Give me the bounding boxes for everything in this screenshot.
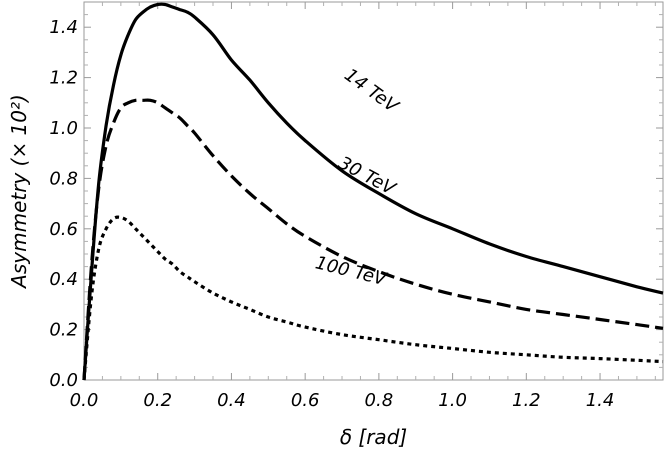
x-tick-label: 0.0 [70,390,99,411]
x-axis-title: δ [rad] [340,425,407,449]
y-tick-label: 0.2 [49,320,78,341]
y-tick-label: 1.2 [49,68,78,89]
curve-label-30tev: 30 TeV [335,153,400,201]
y-tick-label: 1.0 [49,118,78,139]
x-tick-label: 0.2 [143,390,172,411]
y-tick-label: 0.6 [49,219,78,240]
y-tick-label: 1.4 [49,17,78,38]
series-line-14tev [82,2,664,381]
series-line-100tev [82,215,664,381]
y-tick-label: 0.4 [49,269,78,290]
series-line-30tev [82,98,664,381]
x-tick-label: 1.2 [512,390,541,411]
curve-labels: 14 TeV 30 TeV 100 TeV [313,64,403,290]
axes: 0.0 0.2 0.4 0.6 0.8 1.0 1.2 1.4 0.0 0.2 0.4 0.6 0.8 1… [49,1,664,411]
x-tick-label: 0.6 [291,390,320,411]
curve-label-100tev: 100 TeV [313,252,390,290]
x-tick-label: 0.8 [365,390,394,411]
y-tick-label: 0.8 [49,168,78,189]
x-tick-label: 1.0 [438,390,467,411]
curve-label-14tev: 14 TeV [340,64,403,118]
series-group [82,2,664,381]
y-axis-title: Asymmetry (× 10²) [7,94,31,290]
x-tick-label: 0.4 [217,390,246,411]
x-tick-label: 1.4 [586,390,615,411]
y-tick-label: 0.0 [49,370,78,391]
